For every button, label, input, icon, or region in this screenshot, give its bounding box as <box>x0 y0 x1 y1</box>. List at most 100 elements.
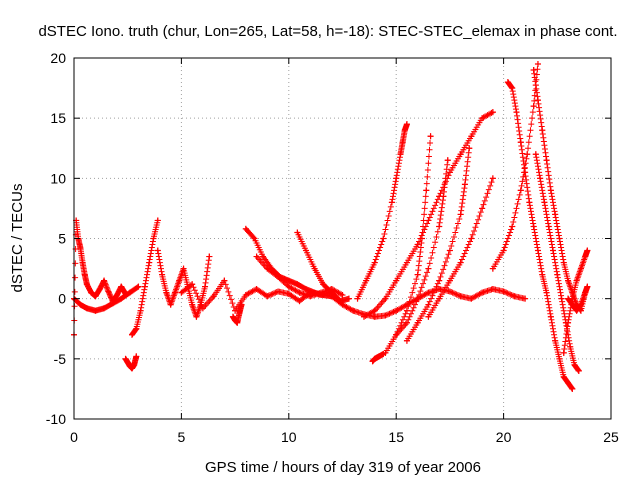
data-point <box>96 286 103 293</box>
data-point <box>382 349 389 356</box>
data-point <box>133 353 140 360</box>
data-point <box>582 289 589 296</box>
data-point <box>141 283 148 290</box>
data-point <box>163 289 170 296</box>
data-point <box>457 211 464 218</box>
data-point <box>517 187 524 194</box>
data-point <box>171 289 178 296</box>
series-22 <box>560 247 591 356</box>
data-point <box>446 169 453 176</box>
series-21 <box>532 151 582 374</box>
data-point <box>489 286 496 293</box>
series-12 <box>360 109 496 320</box>
y-tick-label: 0 <box>58 291 66 307</box>
data-point <box>489 175 496 182</box>
data-point <box>360 313 367 320</box>
data-point <box>457 259 464 266</box>
data-point <box>401 127 408 134</box>
data-point <box>511 293 518 300</box>
data-point <box>571 361 578 368</box>
data-point <box>328 293 335 300</box>
data-point <box>446 288 453 295</box>
data-point <box>118 283 125 290</box>
data-point <box>302 247 309 254</box>
data-point <box>238 301 245 308</box>
data-point <box>468 235 475 242</box>
axis-ticks: 0 5 10 15 20 25 -10 -5 0 5 10 15 20 <box>46 50 619 445</box>
data-point <box>202 283 209 290</box>
data-point <box>541 199 548 206</box>
data-point <box>575 367 582 374</box>
data-point <box>260 253 267 260</box>
y-tick-label: -10 <box>46 411 66 427</box>
data-point <box>547 313 554 320</box>
data-point <box>530 223 537 230</box>
data-point <box>446 247 453 254</box>
data-point <box>311 265 318 272</box>
series-18 <box>489 61 541 272</box>
y-tick-label: -5 <box>54 351 67 367</box>
marker-path <box>489 61 541 272</box>
data-point <box>489 265 496 272</box>
data-point <box>77 301 84 308</box>
y-tick-label: 20 <box>50 50 66 66</box>
data-point <box>526 199 533 206</box>
data-point <box>101 305 108 312</box>
data-point <box>122 355 129 362</box>
data-point <box>584 283 591 290</box>
data-point <box>302 286 309 293</box>
data-point <box>382 295 389 302</box>
data-point <box>206 253 213 260</box>
y-tick-label: 10 <box>50 170 66 186</box>
data-point <box>550 247 557 254</box>
series-23 <box>565 283 591 314</box>
data-point <box>354 295 361 302</box>
data-point <box>539 127 546 134</box>
data-point <box>146 259 153 266</box>
data-point <box>552 211 559 218</box>
x-axis-label: GPS time / hours of day 319 of year 2006 <box>205 459 481 476</box>
data-point <box>242 292 249 299</box>
data-point <box>500 288 507 295</box>
series-3 <box>128 217 161 338</box>
data-point <box>137 307 144 314</box>
series-11 <box>354 121 410 302</box>
data-point <box>380 235 387 242</box>
marker-path <box>360 109 496 320</box>
data-point <box>547 187 554 194</box>
data-point <box>427 133 434 140</box>
data-point <box>466 145 473 152</box>
data-point <box>489 109 496 116</box>
data-point <box>534 61 541 68</box>
data-point <box>425 313 432 320</box>
marker-path <box>128 217 161 338</box>
data-point <box>296 289 303 296</box>
data-point <box>403 307 410 314</box>
data-point <box>253 253 260 260</box>
data-point <box>522 295 529 302</box>
marker-path <box>354 121 410 302</box>
data-point <box>92 307 99 314</box>
data-point <box>444 157 451 164</box>
data-point <box>414 295 421 302</box>
data-point <box>513 109 520 116</box>
series-19 <box>504 79 576 392</box>
data-point <box>242 225 249 232</box>
data-point <box>167 301 174 308</box>
series-8 <box>253 253 346 300</box>
y-axis-label: dSTEC / TECUs <box>9 184 26 293</box>
data-point <box>414 271 421 278</box>
data-point <box>154 217 161 224</box>
data-point <box>565 379 572 386</box>
series-0 <box>71 217 129 338</box>
data-point <box>79 259 86 266</box>
data-point <box>371 307 378 314</box>
data-point <box>556 235 563 242</box>
data-point <box>425 265 432 272</box>
data-point <box>83 305 90 312</box>
data-point <box>397 151 404 158</box>
series-6 <box>229 301 245 326</box>
marker-path <box>403 145 473 344</box>
data-point <box>436 295 443 302</box>
